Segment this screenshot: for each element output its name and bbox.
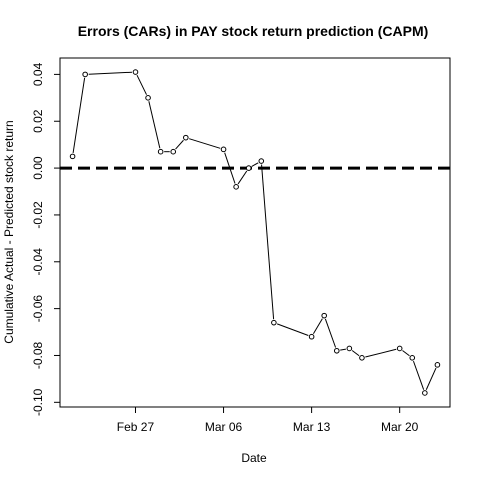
y-tick-label: 0.00 (31, 156, 45, 180)
plot-area-frame (59, 57, 451, 408)
y-tick-label: -0.06 (31, 295, 45, 323)
x-axis: Feb 27 Mar 06 Mar 13 Mar 20 (117, 407, 419, 434)
data-point (183, 134, 189, 141)
series-segment (136, 74, 147, 95)
series-segment (261, 164, 275, 320)
data-point (69, 153, 76, 160)
series-cars (69, 69, 441, 396)
data-point (245, 165, 252, 171)
data-point (396, 345, 403, 352)
data-point (434, 362, 441, 368)
series-segment (276, 323, 309, 336)
y-axis: -0.10 -0.08 -0.06 -0.04 -0.02 0.00 0.02 0.04 (31, 62, 60, 416)
series-segment (324, 318, 337, 348)
data-point (82, 71, 88, 78)
series-segment (88, 71, 133, 75)
data-point (145, 95, 151, 101)
y-tick-label: -0.10 (31, 388, 45, 416)
series-segment (351, 350, 360, 357)
series-segment (72, 77, 86, 153)
data-point (308, 333, 315, 340)
series-segment (340, 348, 347, 351)
y-tick-label: -0.04 (31, 248, 45, 276)
x-axis-label: Date (241, 451, 267, 465)
series-segment (402, 350, 410, 357)
y-tick-label: -0.02 (31, 201, 45, 229)
data-point (409, 355, 416, 361)
y-tick-label: 0.04 (31, 62, 45, 86)
series-segment (412, 360, 425, 390)
x-tick-label: Mar 13 (293, 420, 331, 434)
y-tick-label: -0.08 (31, 341, 45, 369)
data-point (132, 69, 139, 75)
series-segment (312, 318, 323, 334)
x-tick-label: Feb 27 (117, 420, 155, 434)
series-segment (175, 139, 184, 150)
series-segment (148, 101, 161, 149)
chart-title: Errors (CARs) in PAY stock return predic… (78, 23, 429, 39)
series-segment (365, 348, 397, 358)
data-point (271, 319, 277, 326)
x-tick-label: Mar 06 (205, 420, 243, 434)
data-point (346, 345, 353, 352)
series-segment (251, 162, 259, 167)
data-point (157, 148, 164, 155)
data-point (359, 355, 365, 361)
series-segment (237, 170, 248, 185)
data-point (220, 146, 227, 153)
series-segment (224, 152, 236, 184)
data-point (233, 184, 239, 190)
y-tick-label: 0.02 (31, 109, 45, 133)
data-point (258, 158, 265, 164)
data-point (422, 390, 428, 396)
x-tick-label: Mar 20 (381, 420, 419, 434)
data-point (333, 347, 340, 354)
series-segment (189, 138, 221, 149)
data-point (170, 148, 177, 155)
series-segment (425, 367, 437, 390)
data-point (321, 312, 327, 319)
y-axis-label: Cumulative Actual - Predicted stock retu… (2, 120, 16, 343)
